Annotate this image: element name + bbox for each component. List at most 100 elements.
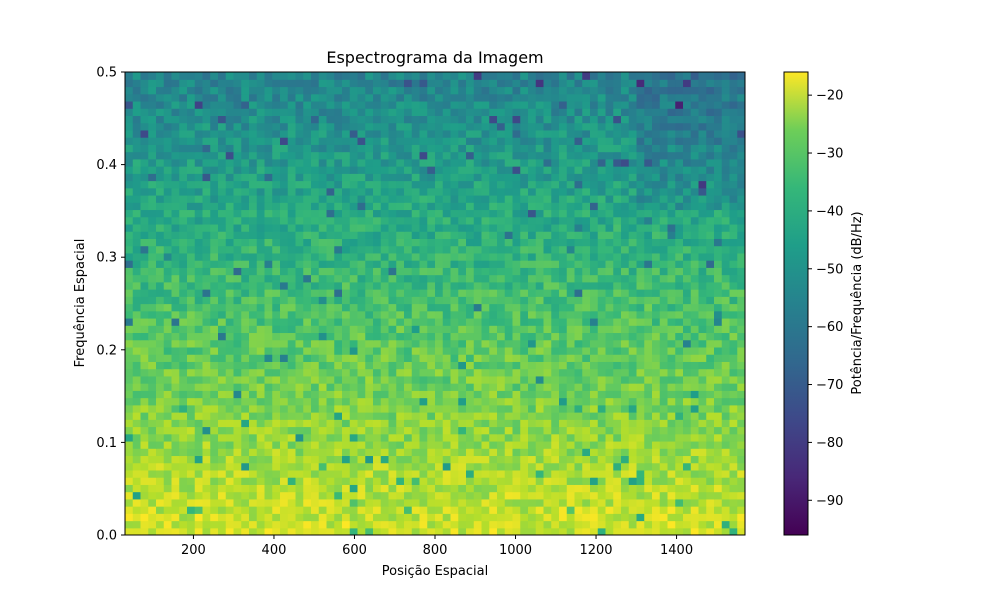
- heatmap-cell: [171, 513, 180, 522]
- heatmap-cell: [272, 527, 281, 535]
- heatmap-cell: [311, 100, 320, 109]
- heatmap-cell: [311, 383, 320, 391]
- heatmap-cell: [504, 440, 514, 449]
- heatmap-cell: [194, 513, 204, 522]
- heatmap-cell: [148, 151, 157, 160]
- heatmap-cell: [559, 223, 568, 232]
- heatmap-cell: [489, 223, 498, 232]
- heatmap-cell: [698, 86, 707, 95]
- heatmap-cell: [140, 151, 149, 160]
- heatmap-cell: [621, 397, 630, 406]
- heatmap-cell: [140, 252, 149, 261]
- heatmap-cell: [411, 477, 421, 485]
- heatmap-cell: [156, 506, 165, 514]
- heatmap-cell: [148, 303, 157, 312]
- heatmap-cell: [729, 238, 738, 247]
- heatmap-cell: [450, 513, 459, 522]
- heatmap-cell: [458, 462, 467, 471]
- heatmap-cell: [450, 144, 459, 153]
- heatmap-cell: [466, 491, 475, 500]
- heatmap-cell: [280, 477, 289, 485]
- heatmap-cell: [504, 158, 514, 167]
- heatmap-cell: [714, 462, 723, 471]
- heatmap-cell: [241, 397, 250, 406]
- heatmap-cell: [411, 317, 421, 326]
- heatmap-cell: [466, 216, 475, 225]
- heatmap-cell: [737, 310, 745, 319]
- heatmap-cell: [132, 122, 142, 131]
- heatmap-cell: [698, 296, 707, 305]
- heatmap-cell: [667, 216, 676, 225]
- heatmap-cell: [504, 209, 514, 218]
- heatmap-cell: [148, 79, 157, 88]
- heatmap-cell: [450, 303, 459, 312]
- heatmap-cell: [249, 216, 258, 225]
- heatmap-cell: [582, 129, 591, 138]
- heatmap-cell: [721, 151, 731, 160]
- heatmap-cell: [202, 375, 211, 384]
- heatmap-cell: [218, 397, 227, 406]
- heatmap-cell: [264, 332, 273, 341]
- heatmap-cell: [264, 419, 273, 428]
- heatmap-cell: [349, 520, 359, 529]
- heatmap-cell: [357, 506, 366, 514]
- heatmap-cell: [388, 455, 397, 464]
- heatmap-cell: [404, 390, 413, 399]
- heatmap-cell: [690, 469, 700, 478]
- heatmap-cell: [365, 310, 374, 319]
- heatmap-cell: [148, 527, 157, 535]
- heatmap-cell: [148, 412, 157, 420]
- heatmap-cell: [326, 361, 335, 370]
- heatmap-cell: [590, 383, 599, 391]
- heatmap-cell: [551, 129, 560, 138]
- heatmap-cell: [303, 151, 312, 160]
- heatmap-cell: [528, 303, 537, 312]
- heatmap-cell: [667, 513, 676, 522]
- heatmap-cell: [179, 129, 188, 138]
- heatmap-cell: [357, 303, 366, 312]
- heatmap-cell: [551, 354, 560, 362]
- heatmap-cell: [233, 260, 242, 268]
- heatmap-cell: [613, 289, 622, 297]
- heatmap-cell: [737, 354, 745, 362]
- heatmap-cell: [621, 274, 630, 283]
- heatmap-cell: [652, 122, 661, 131]
- heatmap-cell: [357, 108, 366, 116]
- heatmap-cell: [202, 498, 211, 507]
- heatmap-cell: [404, 289, 413, 297]
- heatmap-cell: [435, 397, 444, 406]
- heatmap-cell: [233, 231, 242, 239]
- heatmap-cell: [411, 158, 421, 167]
- heatmap-cell: [311, 166, 320, 174]
- heatmap-cell: [311, 252, 320, 261]
- heatmap-cell: [187, 477, 196, 485]
- heatmap-cell: [497, 231, 506, 239]
- heatmap-cell: [535, 281, 545, 290]
- heatmap-cell: [295, 281, 304, 290]
- heatmap-cell: [628, 158, 638, 167]
- heatmap-cell: [411, 332, 421, 341]
- heatmap-cell: [721, 209, 731, 218]
- heatmap-cell: [683, 173, 692, 182]
- heatmap-cell: [574, 245, 583, 254]
- heatmap-cell: [334, 281, 343, 290]
- heatmap-cell: [535, 317, 545, 326]
- heatmap-cell: [187, 100, 196, 109]
- heatmap-cell: [675, 296, 684, 305]
- heatmap-cell: [303, 498, 312, 507]
- heatmap-cell: [566, 137, 576, 145]
- heatmap-cell: [396, 303, 405, 312]
- heatmap-cell: [202, 238, 211, 247]
- heatmap-cell: [303, 469, 312, 478]
- heatmap-cell: [365, 325, 374, 334]
- heatmap-cell: [303, 303, 312, 312]
- heatmap-cell: [675, 513, 684, 522]
- heatmap-cell: [535, 93, 545, 102]
- heatmap-cell: [528, 354, 537, 362]
- heatmap-cell: [194, 274, 204, 283]
- heatmap-cell: [652, 404, 661, 413]
- heatmap-cell: [311, 520, 320, 529]
- heatmap-cell: [528, 332, 537, 341]
- heatmap-cell: [621, 513, 630, 522]
- heatmap-cell: [264, 252, 273, 261]
